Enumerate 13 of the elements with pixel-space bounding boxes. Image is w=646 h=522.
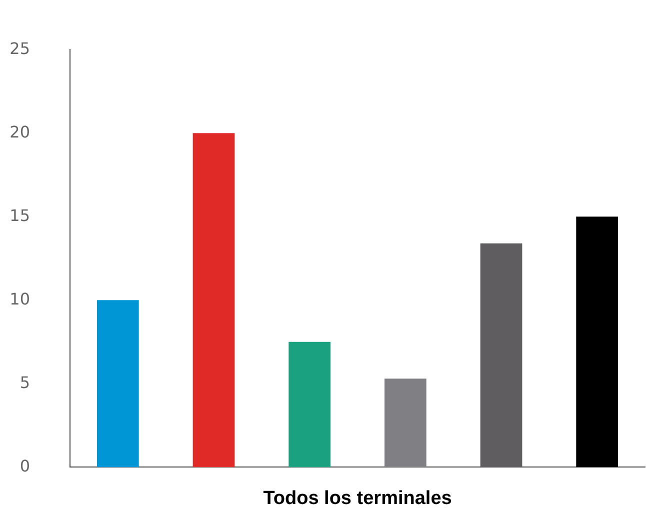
y-tick-label: 10: [10, 289, 30, 308]
bar: [192, 133, 235, 468]
y-tick-label: 25: [10, 38, 30, 58]
y-tick-label: 5: [20, 372, 30, 392]
bar: [576, 216, 618, 468]
x-axis-title: Todos los terminales: [263, 488, 452, 509]
bar: [384, 378, 426, 468]
bar: [480, 243, 522, 468]
bar: [288, 342, 331, 468]
y-tick-label: 20: [10, 122, 30, 142]
y-tick-label: 0: [20, 456, 30, 476]
bar: [96, 300, 139, 468]
y-tick-label: 15: [10, 206, 30, 225]
